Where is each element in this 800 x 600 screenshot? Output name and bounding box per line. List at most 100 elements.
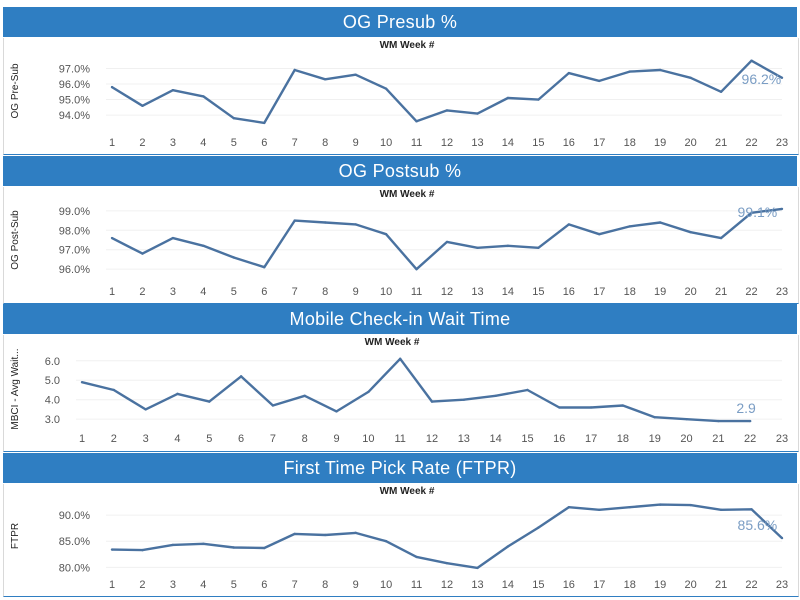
x-tick-label: 13 (471, 579, 483, 591)
chart-body: WM Week # MBCI - Avg Wait... 3.0 4.0 5.0 6.0 1… (3, 335, 799, 452)
x-tick-label: 7 (292, 286, 298, 298)
x-tick-label: 15 (532, 579, 544, 591)
x-tick-label: 5 (231, 286, 237, 298)
chart-body: WM Week # OG Pre-Sub 94.0% 95.0% 96.0% 97.0% 1… (3, 38, 799, 155)
data-point (750, 508, 753, 511)
x-tick-label: 19 (654, 579, 666, 591)
chart-title: OG Presub % (3, 7, 797, 37)
x-tick-label: 5 (231, 137, 237, 149)
data-point (354, 223, 357, 226)
data-point (323, 78, 327, 81)
data-point (476, 112, 479, 115)
x-tick-label: 7 (270, 433, 276, 445)
data-point (232, 117, 236, 120)
data-point (598, 79, 601, 83)
x-tick-label: 3 (170, 579, 176, 591)
end-value-label: 96.2% (742, 71, 782, 87)
x-tick-label: 4 (200, 579, 206, 591)
data-point (567, 71, 571, 75)
x-tick-label: 8 (302, 433, 308, 445)
x-tick-label: 23 (776, 137, 788, 149)
data-point (141, 252, 144, 255)
data-point (415, 555, 418, 559)
x-tick-label: 10 (380, 579, 392, 591)
data-point (323, 221, 327, 224)
x-tick-label: 9 (353, 137, 359, 149)
data-point (589, 406, 593, 409)
data-point (506, 545, 510, 548)
chart-panel-og-presub: OG Presub % WM Week # OG Pre-Sub 94.0% 95.0… (0, 7, 800, 155)
data-point (293, 68, 296, 72)
y-tick-label: 95.0% (59, 95, 90, 107)
x-tick-label: 19 (654, 137, 666, 149)
x-tick-label: 20 (685, 286, 697, 298)
chart-body: WM Week # OG Post-Sub 96.0% 97.0% 98.0% 99.0%… (3, 187, 799, 304)
chart-panel-mobile-checkin: Mobile Check-in Wait Time WM Week # MBCI … (0, 304, 800, 452)
series-line (111, 207, 783, 271)
y-tick-label: 94.0% (59, 110, 90, 122)
x-tick-label: 18 (617, 433, 629, 445)
data-point (445, 562, 449, 565)
x-tick-label: 1 (79, 433, 85, 445)
x-tick-label: 2 (139, 579, 145, 591)
data-point (628, 70, 631, 73)
x-tick-label: 11 (411, 137, 422, 149)
x-tick-label: 13 (471, 137, 483, 149)
data-point (263, 546, 266, 550)
data-point (621, 404, 625, 407)
data-point (689, 503, 692, 507)
y-tick-label: 99.0% (59, 206, 90, 218)
data-point (719, 90, 723, 93)
x-tick-label: 18 (624, 579, 636, 591)
x-tick-label: 3 (170, 137, 176, 149)
data-point (658, 221, 662, 224)
x-tick-label: 2 (139, 286, 145, 298)
chart-title: First Time Pick Rate (FTPR) (3, 453, 797, 483)
x-tick-label: 5 (206, 433, 212, 445)
data-point (719, 508, 723, 512)
x-tick-label: 11 (411, 286, 422, 298)
x-tick-label: 21 (715, 579, 727, 591)
y-tick-label: 90.0% (59, 510, 90, 522)
x-tick-label: 2 (111, 433, 117, 445)
x-tick-label: 10 (362, 433, 374, 445)
x-tick-label: 20 (680, 433, 692, 445)
x-tick-label: 5 (231, 579, 237, 591)
data-point (384, 540, 388, 543)
x-tick-label: 4 (174, 433, 180, 445)
x-tick-label: 20 (685, 579, 697, 591)
chart-body: WM Week # FTPR 80.0% 85.0% 90.0% 1 2 3 4 5 6 7 8 9 10 1… (3, 484, 799, 597)
x-tick-label: 13 (471, 286, 483, 298)
x-tick-label: 19 (649, 433, 661, 445)
data-point (171, 89, 175, 92)
y-axis-title: OG Post-Sub (10, 210, 21, 270)
x-tick-label: 7 (292, 579, 298, 591)
data-point (232, 256, 236, 259)
data-point (141, 104, 144, 107)
x-tick-label: 6 (261, 137, 267, 149)
data-point (628, 506, 631, 509)
data-point (271, 404, 275, 407)
x-tick-label: 10 (380, 286, 392, 298)
data-point (232, 546, 236, 549)
data-point (263, 121, 266, 125)
data-point (367, 390, 370, 394)
data-point (202, 95, 205, 98)
x-tick-label: 16 (563, 286, 575, 298)
y-axis-title: FTPR (10, 523, 21, 549)
data-point (144, 408, 147, 411)
x-tick-label: 23 (776, 433, 788, 445)
x-axis-title: WM Week # (365, 337, 420, 348)
x-tick-label: 2 (139, 137, 145, 149)
data-point (110, 236, 114, 240)
data-point (685, 417, 688, 421)
data-point (303, 394, 306, 398)
x-axis-title: WM Week # (380, 189, 435, 200)
data-point (293, 219, 296, 222)
x-tick-label: 11 (394, 433, 405, 445)
x-tick-label: 15 (521, 433, 533, 445)
data-point (293, 532, 296, 536)
y-tick-label: 5.0 (45, 375, 60, 387)
data-point (384, 232, 388, 236)
